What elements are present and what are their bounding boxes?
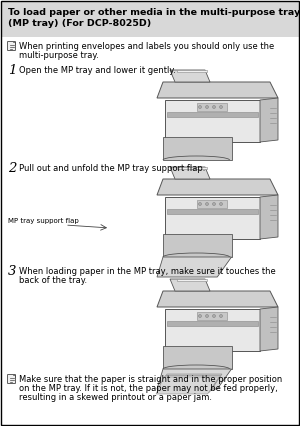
Polygon shape: [163, 346, 232, 369]
Circle shape: [199, 314, 202, 317]
Polygon shape: [260, 98, 278, 142]
Polygon shape: [170, 167, 210, 179]
Text: Make sure that the paper is straight and in the proper position: Make sure that the paper is straight and…: [19, 375, 282, 384]
Bar: [165, 100, 260, 142]
Text: resulting in a skewed printout or a paper jam.: resulting in a skewed printout or a pape…: [19, 393, 212, 402]
Polygon shape: [163, 137, 232, 160]
Text: back of the tray.: back of the tray.: [19, 276, 87, 285]
Text: MP tray support flap: MP tray support flap: [8, 218, 79, 224]
Polygon shape: [170, 70, 210, 82]
Text: When printing envelopes and labels you should only use the: When printing envelopes and labels you s…: [19, 42, 274, 51]
Bar: [167, 209, 258, 214]
Circle shape: [212, 202, 215, 205]
Bar: [197, 312, 227, 320]
Polygon shape: [157, 369, 232, 389]
Text: (MP tray) (For DCP-8025D): (MP tray) (For DCP-8025D): [8, 19, 151, 28]
Circle shape: [220, 106, 223, 109]
Circle shape: [212, 314, 215, 317]
Circle shape: [206, 202, 208, 205]
Text: Pull out and unfold the MP tray support flap.: Pull out and unfold the MP tray support …: [19, 164, 206, 173]
Polygon shape: [163, 234, 232, 257]
Circle shape: [199, 202, 202, 205]
Circle shape: [206, 106, 208, 109]
Bar: [197, 200, 227, 208]
Text: multi-purpose tray.: multi-purpose tray.: [19, 51, 99, 60]
Polygon shape: [159, 374, 222, 391]
Text: Open the MP tray and lower it gently.: Open the MP tray and lower it gently.: [19, 66, 176, 75]
Polygon shape: [157, 82, 278, 98]
Polygon shape: [177, 70, 207, 72]
Polygon shape: [177, 167, 207, 169]
Text: To load paper or other media in the multi-purpose tray: To load paper or other media in the mult…: [8, 8, 300, 17]
FancyBboxPatch shape: [8, 374, 16, 383]
Circle shape: [220, 202, 223, 205]
Circle shape: [199, 106, 202, 109]
Text: on the MP tray. If it is not, the paper may not be fed properly,: on the MP tray. If it is not, the paper …: [19, 384, 278, 393]
FancyBboxPatch shape: [8, 41, 16, 51]
Bar: [1, 1, 299, 37]
Circle shape: [220, 314, 223, 317]
Polygon shape: [157, 291, 278, 307]
Bar: [167, 321, 258, 326]
Bar: [167, 112, 258, 117]
Polygon shape: [157, 179, 278, 195]
Polygon shape: [170, 279, 210, 291]
Polygon shape: [156, 377, 219, 394]
Polygon shape: [177, 279, 207, 281]
Bar: [197, 103, 227, 111]
Bar: [165, 197, 260, 239]
Text: When loading paper in the MP tray, make sure it touches the: When loading paper in the MP tray, make …: [19, 267, 276, 276]
Polygon shape: [260, 195, 278, 239]
Polygon shape: [158, 375, 220, 392]
Text: 1: 1: [8, 64, 16, 77]
Bar: [165, 309, 260, 351]
Polygon shape: [260, 307, 278, 351]
Polygon shape: [157, 257, 232, 277]
Text: 3: 3: [8, 265, 16, 278]
Circle shape: [206, 314, 208, 317]
Circle shape: [212, 106, 215, 109]
Text: 2: 2: [8, 162, 16, 175]
